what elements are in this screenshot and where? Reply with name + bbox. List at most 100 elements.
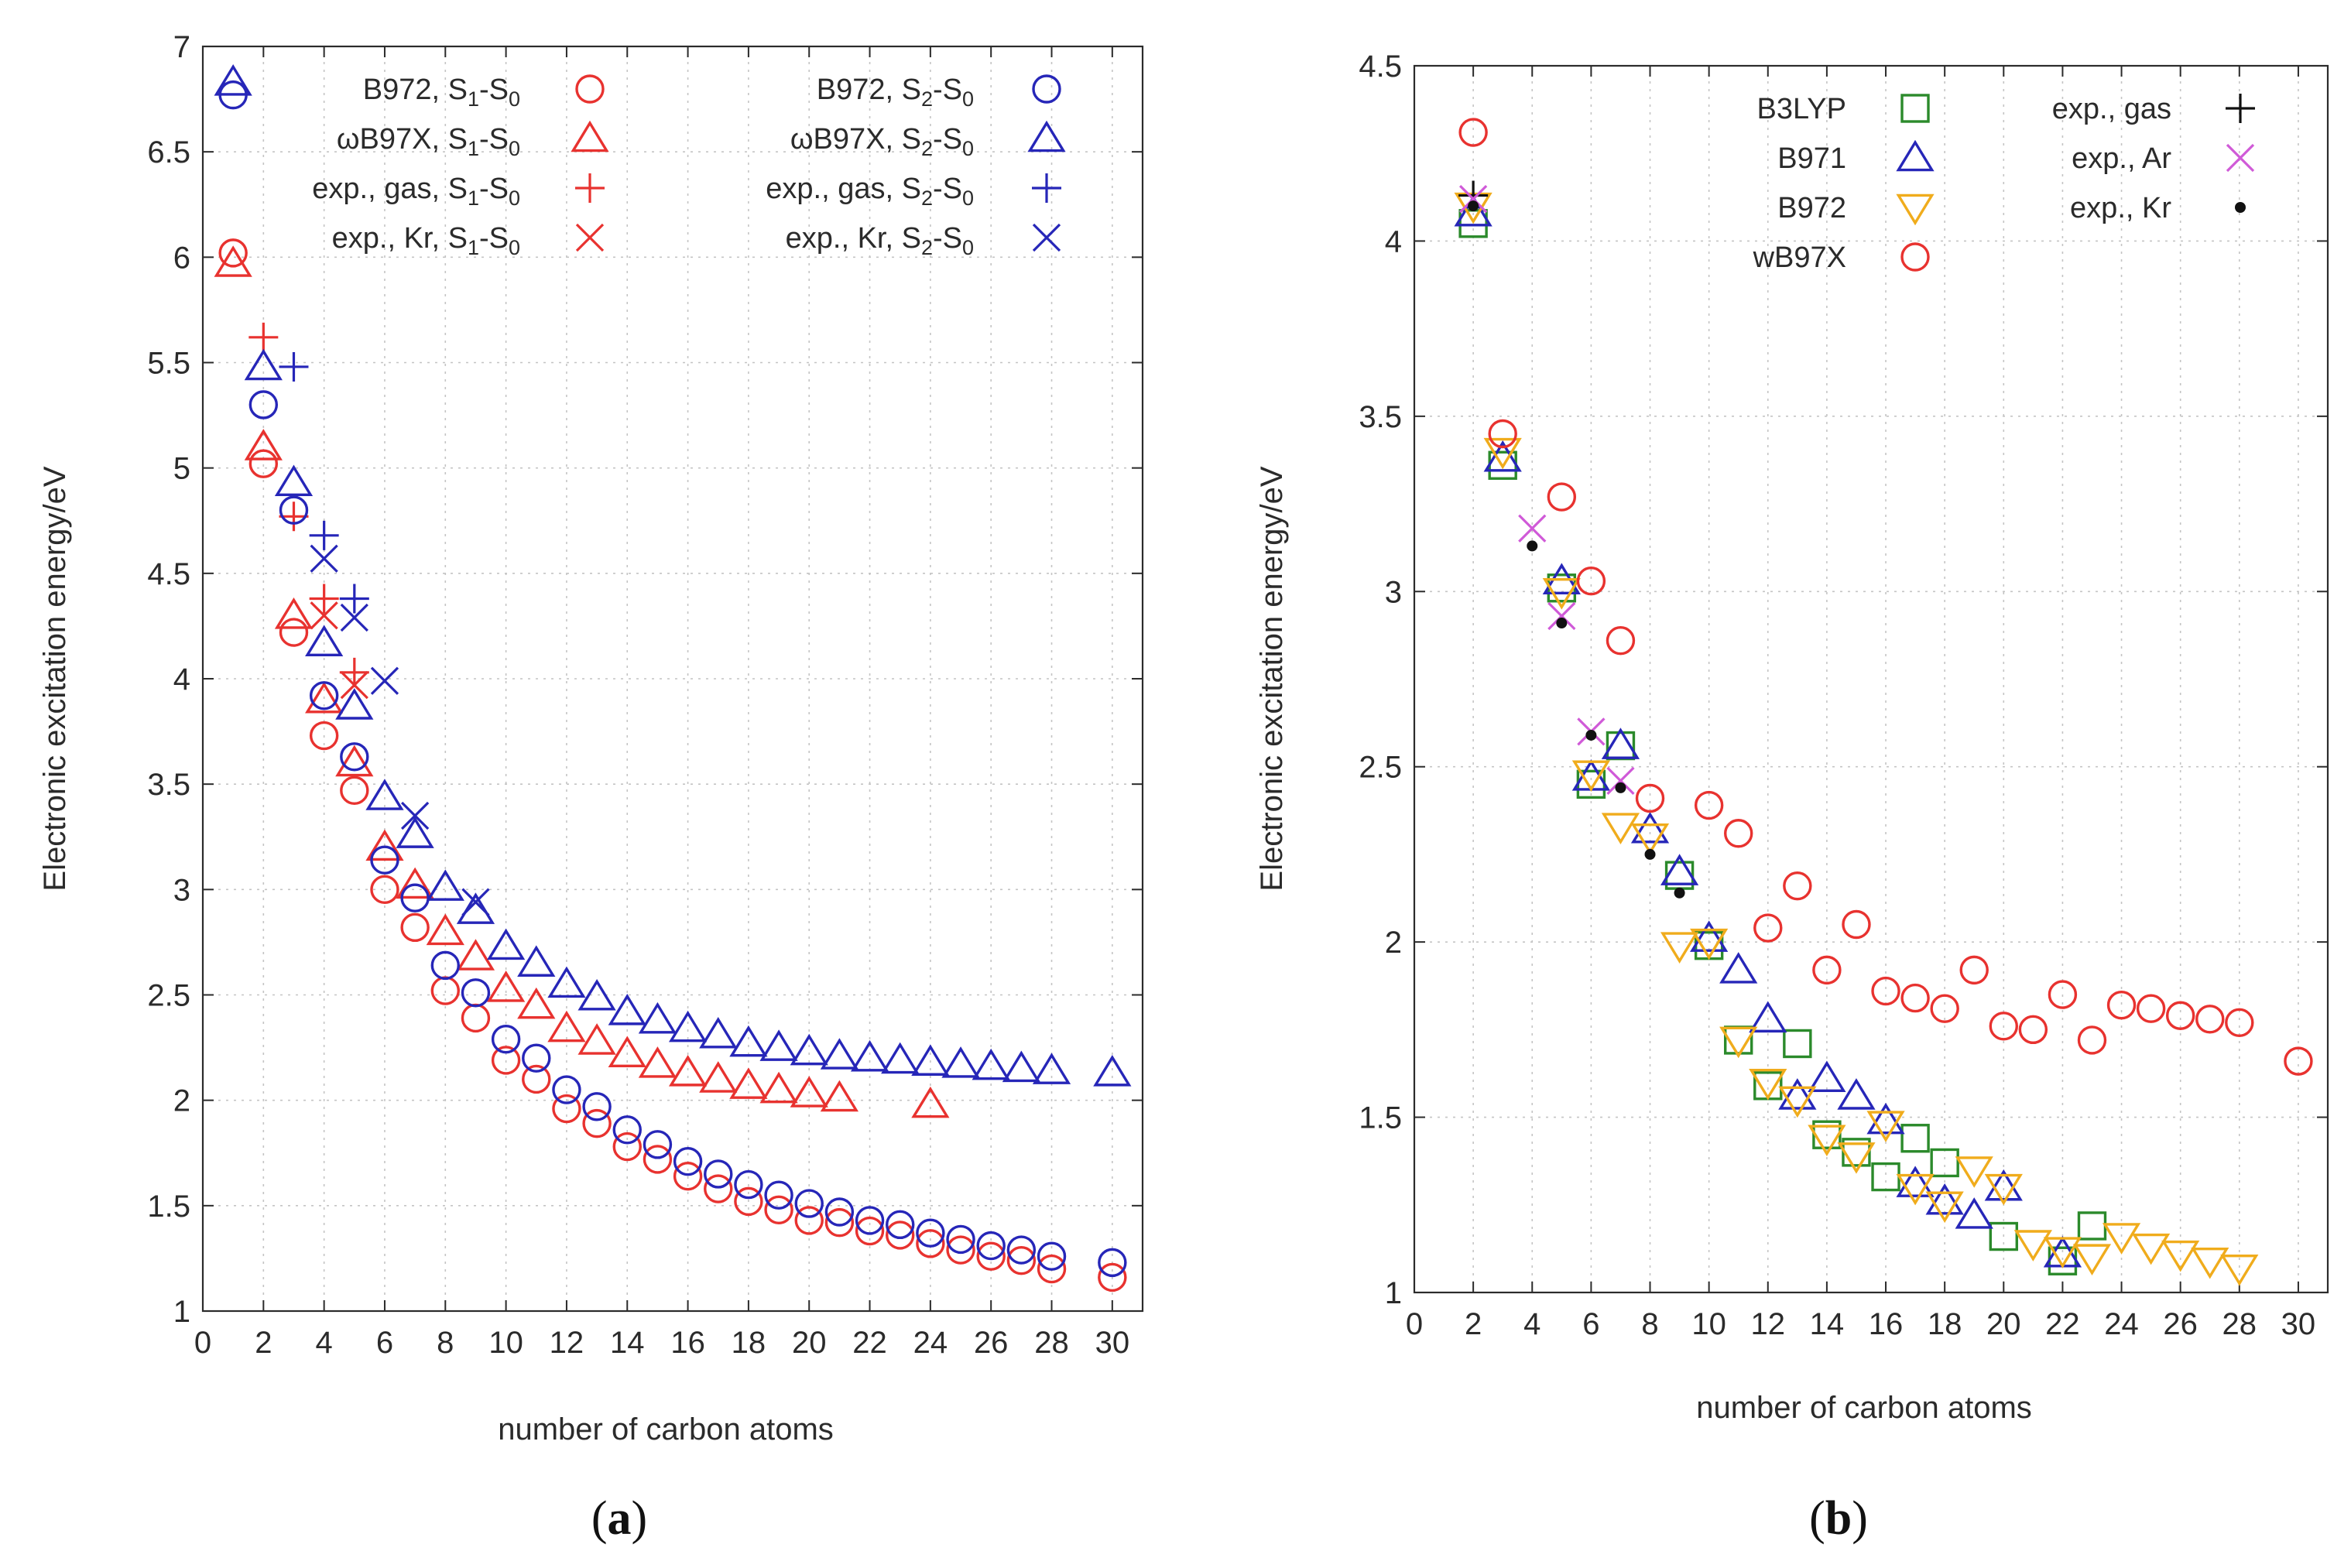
panel-b-series-3-point-23 [2195, 1005, 2225, 1034]
panel-b-legend: B3LYP B971 B972 wB97X exp., gas exp., Ar exp.,… [1753, 93, 2255, 274]
panel-b-series-2-point-16 [1955, 1156, 1993, 1188]
panel-a-legend-marker-2 [575, 173, 605, 203]
panel-b-label: (b) [1809, 1492, 1868, 1545]
panel-a-series-5-point-24 [941, 1046, 980, 1078]
panel-b-series-3-point-15 [1959, 955, 1989, 985]
panel-a-series-1-point-11 [547, 1010, 586, 1042]
panel-b-xtick-label-6: 12 [1751, 1307, 1786, 1341]
panel-a-xtick-label-0: 0 [194, 1326, 211, 1360]
panel-a-series-0-point-26 [1006, 1245, 1037, 1275]
panel-a-series-5-point-19 [790, 1033, 828, 1066]
panel-b-xtick-label-1: 2 [1465, 1307, 1482, 1341]
panel-b-series-2-point-25 [2220, 1254, 2259, 1286]
panel-a-series-4-point-28 [1098, 1248, 1127, 1278]
panel-b-ytick-label-7: 4.5 [1359, 50, 1402, 84]
panel-b-legend-marker-4 [2226, 94, 2255, 123]
panel-a-series-0-point-16 [704, 1174, 733, 1203]
panel-a-series-0-point-8 [461, 1003, 491, 1033]
panel-a-series-5-point-27 [1032, 1053, 1071, 1084]
panel-a-series-1-point-5 [365, 829, 404, 861]
panel-a-series-4-point-8 [461, 978, 491, 1008]
panel-b-xtick-label-14: 28 [2222, 1307, 2257, 1341]
panel-b-ytick-label-4: 3 [1385, 575, 1402, 609]
panel-b-series-3-point-24 [2225, 1008, 2254, 1038]
panel-a-series-4-point-10 [522, 1043, 551, 1073]
panel-a-series-7-point-0 [310, 544, 338, 573]
panel-b-series-2-point-13 [1866, 1111, 1905, 1142]
panel-b-legend-marker-0 [1900, 94, 1930, 123]
panel-b-series-2-point-15 [1925, 1191, 1964, 1224]
panel-a-series-0-point-22 [886, 1221, 915, 1250]
panel-a-series-6-point-1 [309, 520, 339, 550]
panel-b-series-2-point-5 [1630, 823, 1670, 855]
panel-a-series-2-point-3 [339, 657, 369, 687]
panel-a-series-1-point-7 [426, 913, 464, 946]
panel-a-series-4-point-25 [976, 1231, 1006, 1261]
panel-b-legend-marker-3 [1900, 242, 1930, 272]
panel-a-series-1-point-16 [699, 1061, 738, 1093]
panel-b-series-6-point-3 [1585, 729, 1597, 741]
panel-a-legend-marker-3 [575, 223, 605, 252]
panel-a-series-1-point-8 [456, 939, 495, 971]
panel-a-xtick-label-8: 16 [670, 1326, 705, 1360]
panel-a-xaxis-title: number of carbon atoms [498, 1412, 834, 1446]
panel-a-series-0-point-11 [552, 1094, 581, 1124]
panel-a-series-4-point-3 [309, 681, 339, 710]
panel-b-legend-label-2: B972 [1777, 192, 1846, 224]
panel-a-series-4-point-20 [824, 1197, 855, 1227]
panel-b-series-3-point-10 [1812, 955, 1842, 985]
panel-a-series-5-point-3 [305, 625, 344, 657]
panel-b-xtick-label-4: 8 [1641, 1307, 1658, 1341]
panel-a-series-5-point-26 [1002, 1050, 1040, 1083]
panel-b-series-1-point-7 [1690, 920, 1729, 952]
panel-a-series-5-point-7 [426, 869, 464, 901]
panel-a-series-0-point-21 [855, 1216, 885, 1246]
panel-b-series-1-point-3 [1571, 759, 1611, 791]
panel-b-xtick-label-9: 18 [1928, 1307, 1962, 1341]
panel-b-series-2-point-20 [2072, 1244, 2112, 1275]
panel-a-series-3-point-0 [310, 601, 338, 630]
panel-a-series-5-point-2 [274, 464, 314, 497]
panel-a-ytick-label-4: 3 [173, 873, 190, 907]
panel-a-series-4-point-1 [248, 390, 279, 419]
panel-b-ytick-label-6: 4 [1385, 224, 1402, 258]
panel-b-series-0-point-17 [2077, 1211, 2107, 1241]
panel-b-series-1-point-14 [1896, 1166, 1935, 1197]
panel-a-ytick-label-0: 1 [173, 1295, 190, 1329]
panel-a-xtick-label-5: 10 [488, 1326, 523, 1360]
panel-b-series-2-point-21 [2102, 1223, 2141, 1255]
panel-b-series-2-point-9 [1749, 1068, 1787, 1101]
panel-b-legend-marker-1 [1896, 139, 1935, 172]
panel-a-series-5 [214, 64, 1132, 1087]
panel-a-series-6 [279, 351, 369, 614]
panel-b-xtick-label-2: 4 [1523, 1307, 1540, 1341]
panel-b-xtick-label-0: 0 [1406, 1307, 1423, 1341]
panel-a-yaxis-title: Electronic excitation energy/eV [38, 466, 72, 892]
panel-b-series-1-point-8 [1719, 952, 1758, 984]
panel-b-series-2-point-23 [2161, 1240, 2200, 1272]
panel-b-series-2-point-14 [1896, 1173, 1935, 1206]
panel-a-series-0-point-1 [248, 449, 279, 478]
panel-a-series-5-point-9 [486, 928, 526, 960]
panel-b-legend-label-3: wB97X [1753, 241, 1846, 274]
panel-a-series-1-point-6 [396, 867, 434, 899]
panel-b-series-5-point-4 [1606, 766, 1635, 795]
panel-b-series-3-point-21 [2136, 994, 2166, 1023]
panel-b-chart: 0 2 4 6 8 10 12 14 16 18 20 22 24 26 28 3011.522.533.54… [1255, 50, 2329, 1545]
panel-a-series-5-point-12 [577, 978, 616, 1011]
panel-b-series-1-point-10 [1778, 1078, 1817, 1110]
panel-a-series-1-point-13 [608, 1036, 646, 1068]
panel-b-legend-label-6: exp., Kr [2070, 192, 2171, 224]
panel-b-series-1-point-12 [1837, 1078, 1876, 1110]
panel-a-series-4-point-7 [430, 950, 460, 981]
panel-a-series-5-point-25 [972, 1048, 1010, 1080]
panel-a-series-0-point-6 [400, 912, 430, 943]
panel-a-series-0-point-20 [824, 1207, 855, 1238]
panel-a-legend-label-5: ωB97X, S2-S0 [790, 123, 974, 160]
panel-a-xtick-label-3: 6 [376, 1326, 393, 1360]
panel-a-series-4 [218, 80, 1127, 1278]
panel-a-series-1-point-10 [517, 987, 556, 1019]
panel-b-frame [1413, 64, 2329, 1294]
panel-a-series-0-point-12 [582, 1108, 612, 1138]
